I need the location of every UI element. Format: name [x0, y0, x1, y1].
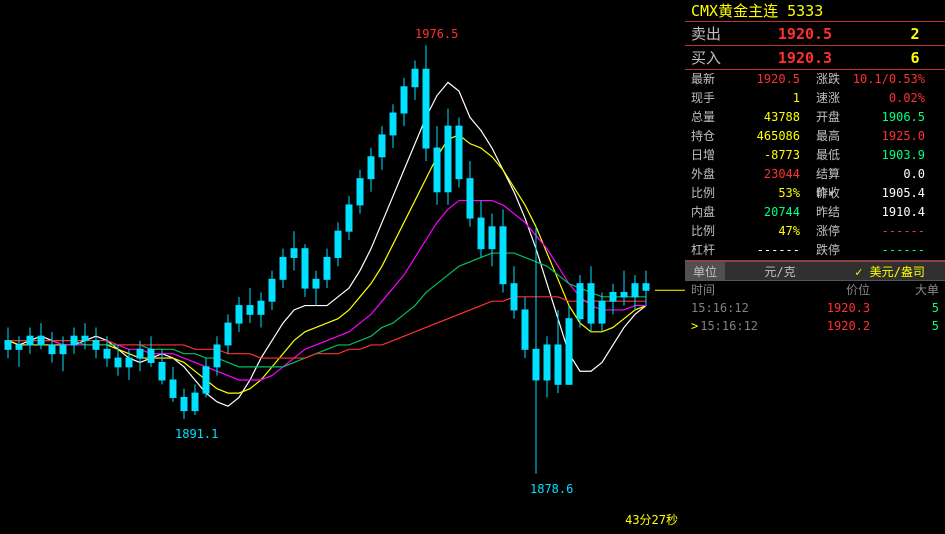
tick-row[interactable]: 15:16:121920.35 — [685, 299, 945, 317]
sell-label: 卖出 — [685, 22, 725, 45]
quote-cell-value: 1905.4 — [850, 184, 935, 203]
quote-grid-row: 总量43788开盘1906.5 — [685, 108, 945, 127]
quote-grid-row: 杠杆------跌停------ — [685, 241, 945, 260]
tick-header-price: 价位 — [789, 281, 890, 299]
quote-grid-row: 最新1920.5涨跌10.1/0.53% — [685, 70, 945, 89]
sell-row[interactable]: 卖出 1920.5 2 — [685, 22, 945, 46]
quote-cell-value: 1903.9 — [850, 146, 935, 165]
quote-cell-value: 465086 — [725, 127, 810, 146]
quote-cell-label: 结算价▾ — [810, 165, 850, 184]
quote-cell-label: 杠杆 — [685, 241, 725, 260]
quote-cell-value: ------ — [850, 222, 935, 241]
quote-cell-label: 外盘 — [685, 165, 725, 184]
quote-cell-value: 1906.5 — [850, 108, 935, 127]
quote-grid: 最新1920.5涨跌10.1/0.53%现手1速涨0.02%总量43788开盘1… — [685, 70, 945, 261]
quote-panel: CMX黄金主连 5333 卖出 1920.5 2 买入 1920.3 6 最新1… — [685, 0, 945, 534]
quote-cell-label: 涨跌 — [810, 70, 850, 89]
tick-time: 15:16:12 — [691, 317, 789, 335]
quote-cell-label: 跌停 — [810, 241, 850, 260]
quote-grid-row: 外盘23044结算价▾0.0 — [685, 165, 945, 184]
quote-grid-row: 比例53%昨收1905.4 — [685, 184, 945, 203]
quote-cell-label: 现手 — [685, 89, 725, 108]
tick-list: 15:16:121920.3515:16:121920.25 — [685, 299, 945, 335]
quote-cell-value: 20744 — [725, 203, 810, 222]
quote-cell-value: 1920.5 — [725, 70, 810, 89]
tick-vol: 5 — [890, 317, 939, 335]
quote-cell-label: 昨收 — [810, 184, 850, 203]
unit-option-usd[interactable]: ✓ 美元/盎司 — [835, 262, 945, 280]
quote-grid-row: 日增-8773最低1903.9 — [685, 146, 945, 165]
tick-header-time: 时间 — [691, 281, 789, 299]
quote-grid-row: 内盘20744昨结1910.4 — [685, 203, 945, 222]
quote-cell-value: 0.02% — [850, 89, 935, 108]
quote-cell-label: 总量 — [685, 108, 725, 127]
quote-cell-value: 47% — [725, 222, 810, 241]
quote-cell-label: 最新 — [685, 70, 725, 89]
quote-cell-label: 日增 — [685, 146, 725, 165]
countdown-label: 43分27秒 — [625, 511, 678, 528]
quote-cell-label: 昨结 — [810, 203, 850, 222]
quote-cell-label: 速涨 — [810, 89, 850, 108]
low-price-label-1: 1891.1 — [175, 427, 218, 441]
quote-cell-label: 最低 — [810, 146, 850, 165]
quote-cell-label: 涨停 — [810, 222, 850, 241]
quote-cell-value: 0.0 — [850, 165, 935, 184]
quote-cell-value: 1910.4 — [850, 203, 935, 222]
quote-cell-label: 持仓 — [685, 127, 725, 146]
tick-vol: 5 — [890, 299, 939, 317]
candlestick-chart[interactable]: 1976.5 1891.1 1878.6 43分27秒 — [0, 0, 685, 534]
quote-cell-label: 比例 — [685, 184, 725, 203]
tick-row[interactable]: 15:16:121920.25 — [685, 317, 945, 335]
quote-cell-value: 53% — [725, 184, 810, 203]
quote-grid-row: 比例47%涨停------ — [685, 222, 945, 241]
tick-price: 1920.2 — [789, 317, 890, 335]
quote-cell-label: 比例 — [685, 222, 725, 241]
unit-label: 单位 — [685, 262, 725, 280]
unit-option-cny[interactable]: 元/克 — [725, 262, 835, 280]
quote-cell-value: 1 — [725, 89, 810, 108]
instrument-title: CMX黄金主连 5333 — [685, 0, 945, 22]
buy-row[interactable]: 买入 1920.3 6 — [685, 46, 945, 70]
sell-qty: 2 — [885, 22, 945, 45]
quote-cell-label: 最高 — [810, 127, 850, 146]
quote-cell-value: ------ — [725, 241, 810, 260]
quote-grid-row: 持仓465086最高1925.0 — [685, 127, 945, 146]
quote-cell-label: 内盘 — [685, 203, 725, 222]
quote-cell-value: 10.1/0.53% — [850, 70, 935, 89]
tick-time: 15:16:12 — [691, 299, 789, 317]
quote-cell-value: -8773 — [725, 146, 810, 165]
quote-cell-value: 43788 — [725, 108, 810, 127]
sell-price: 1920.5 — [725, 22, 885, 45]
quote-grid-row: 现手1速涨0.02% — [685, 89, 945, 108]
tick-header: 时间 价位 大单 — [685, 281, 945, 299]
buy-qty: 6 — [885, 46, 945, 69]
low-price-label-2: 1878.6 — [530, 482, 573, 496]
tick-header-vol: 大单 — [890, 281, 939, 299]
buy-price: 1920.3 — [725, 46, 885, 69]
buy-label: 买入 — [685, 46, 725, 69]
high-price-label: 1976.5 — [415, 27, 458, 41]
quote-cell-value: ------ — [850, 241, 935, 260]
quote-cell-label: 开盘 — [810, 108, 850, 127]
unit-selector[interactable]: 单位 元/克 ✓ 美元/盎司 — [685, 261, 945, 281]
quote-cell-value: 23044 — [725, 165, 810, 184]
tick-price: 1920.3 — [789, 299, 890, 317]
quote-cell-value: 1925.0 — [850, 127, 935, 146]
